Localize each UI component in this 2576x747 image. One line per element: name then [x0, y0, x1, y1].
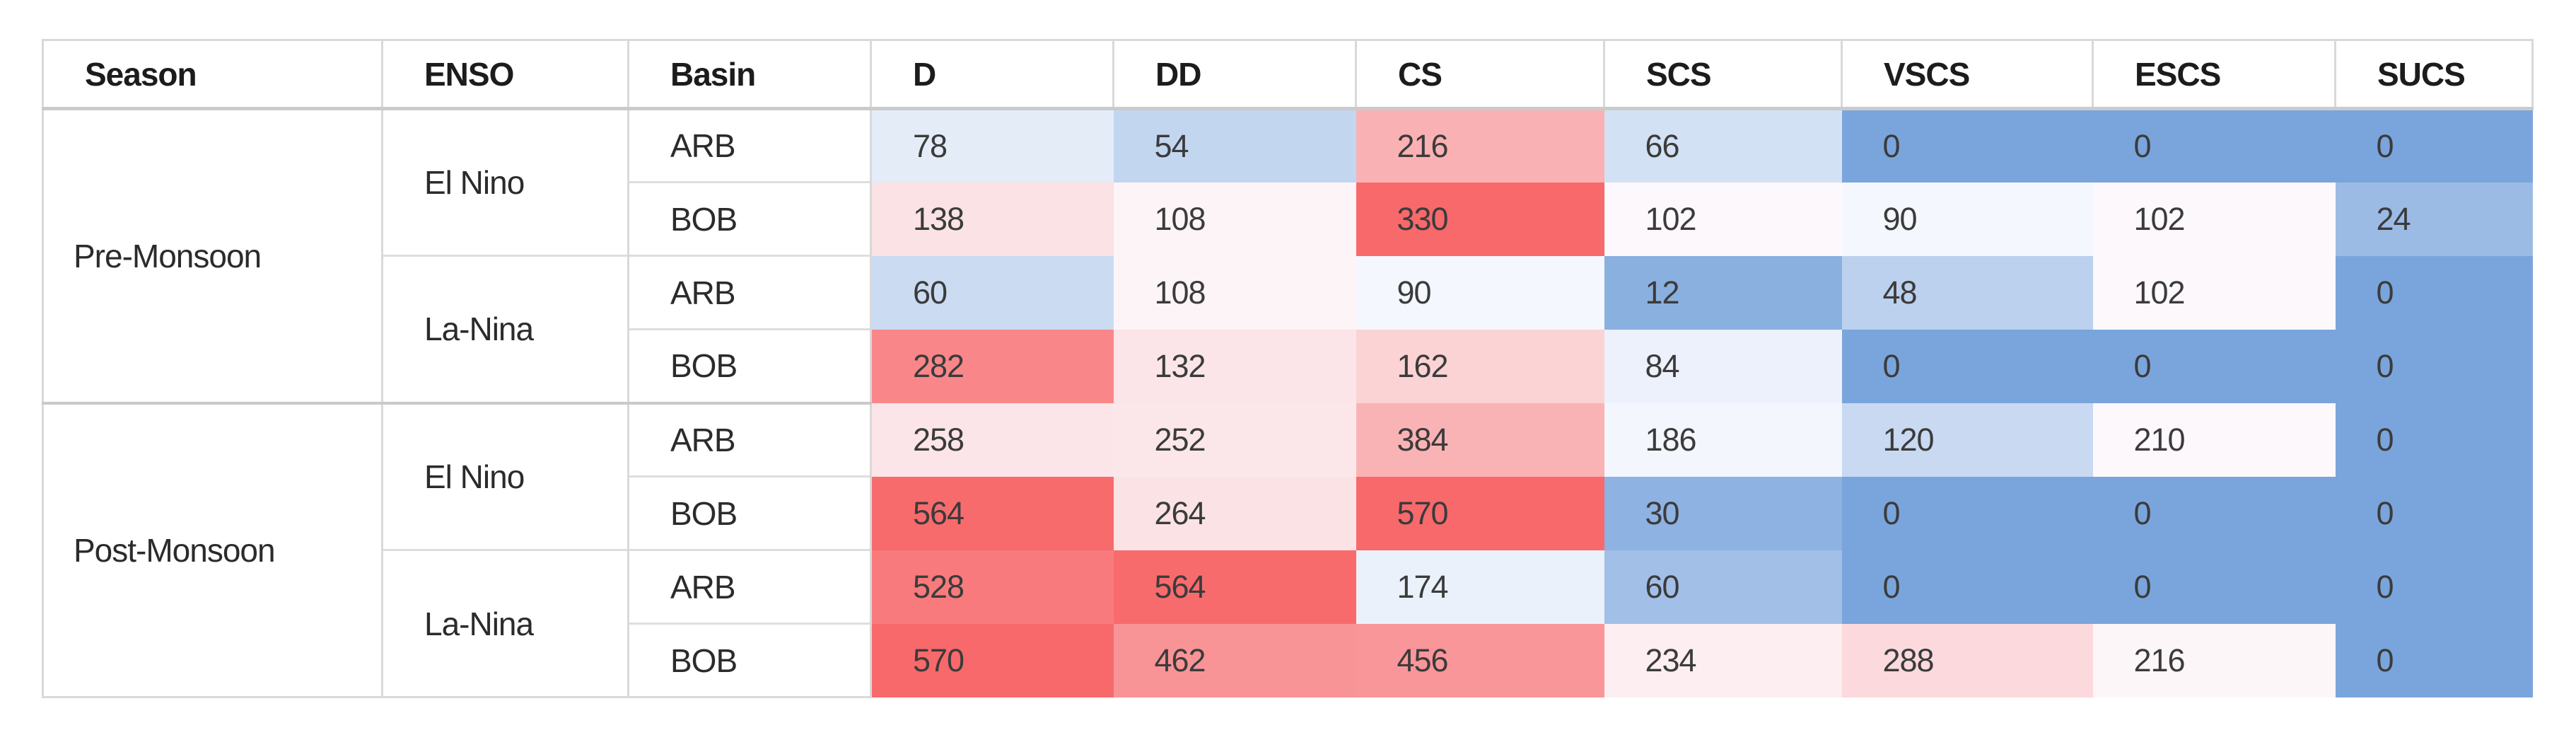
col-header-escs: ESCS — [2092, 39, 2336, 110]
heat-cell: 30 — [1604, 476, 1842, 550]
heat-cell: 288 — [1841, 623, 2093, 697]
heat-cell: 264 — [1113, 476, 1356, 550]
heat-cell: 0 — [1841, 108, 2093, 183]
heat-cell: 252 — [1113, 403, 1356, 477]
heat-cell: 60 — [870, 255, 1114, 330]
table-row: Post-Monsoon El Nino ARB 258 252 384 186 120 210… — [42, 401, 2533, 698]
cyclone-heatmap-table: Season ENSO Basin D DD CS SCS VSCS ESCS … — [42, 39, 2534, 698]
table-row: Pre-Monsoon El Nino ARB 78 54 216 66 0 0 0 — [42, 108, 2533, 403]
heat-cell: 0 — [1841, 329, 2093, 403]
basin-cell: BOB — [628, 475, 872, 550]
heat-cell: 0 — [1841, 476, 2093, 550]
heat-cell: 456 — [1356, 623, 1604, 697]
basin-cell: ARB — [628, 108, 872, 183]
heat-cell: 132 — [1113, 329, 1356, 403]
cyclone-heatmap-region: Season ENSO Basin D DD CS SCS VSCS ESCS … — [42, 39, 2534, 698]
heat-cell: 48 — [1841, 255, 2093, 330]
heat-cell: 570 — [870, 623, 1114, 697]
heat-cell: 108 — [1113, 255, 1356, 330]
heat-cell: 564 — [1113, 550, 1356, 624]
heat-cell: 78 — [870, 108, 1114, 183]
col-header-season: Season — [42, 39, 383, 110]
heat-cell: 0 — [2335, 623, 2533, 697]
heat-cell: 102 — [2092, 255, 2336, 330]
heat-cell: 138 — [870, 182, 1114, 256]
heat-cell: 258 — [870, 403, 1114, 477]
heat-cell: 234 — [1604, 623, 1842, 697]
table-row: La-Nina ARB 528 564 174 60 0 0 0 — [43, 549, 2533, 698]
heat-cell: 66 — [1604, 108, 1842, 183]
table-body: Pre-Monsoon El Nino ARB 78 54 216 66 0 0 0 BOB 138 1… — [42, 108, 2533, 698]
heat-cell: 54 — [1113, 108, 1356, 183]
heat-cell: 0 — [2335, 108, 2533, 183]
heat-cell: 0 — [2335, 476, 2533, 550]
col-header-dd: DD — [1113, 39, 1357, 110]
heat-cell: 528 — [870, 550, 1114, 624]
col-header-d: D — [870, 39, 1114, 110]
heat-cell: 102 — [1604, 182, 1842, 256]
heat-cell: 0 — [2335, 550, 2533, 624]
heat-cell: 0 — [2092, 476, 2336, 550]
enso-cell: La-Nina — [382, 549, 629, 698]
heat-cell: 102 — [2092, 182, 2336, 256]
heat-cell: 564 — [870, 476, 1114, 550]
heat-cell: 24 — [2335, 182, 2533, 256]
basin-cell: BOB — [628, 328, 872, 403]
heat-cell: 0 — [2092, 550, 2336, 624]
table-header-row: Season ENSO Basin D DD CS SCS VSCS ESCS … — [42, 39, 2534, 110]
heat-cell: 0 — [1841, 550, 2093, 624]
heat-cell: 330 — [1356, 182, 1604, 256]
table-row: BOB 570 462 456 234 288 216 0 — [43, 622, 2533, 698]
heat-cell: 84 — [1604, 329, 1842, 403]
heat-cell: 60 — [1604, 550, 1842, 624]
table-row: La-Nina ARB 60 108 90 12 48 102 0 — [43, 255, 2533, 403]
basin-cell: ARB — [628, 255, 872, 330]
heat-cell: 462 — [1113, 623, 1356, 697]
heat-cell: 0 — [2335, 255, 2533, 330]
col-header-sucs: SUCS — [2335, 39, 2534, 110]
heat-cell: 216 — [2092, 623, 2336, 697]
heat-cell: 570 — [1356, 476, 1604, 550]
heat-cell: 282 — [870, 329, 1114, 403]
enso-cell: El Nino — [382, 401, 629, 550]
heat-cell: 174 — [1356, 550, 1604, 624]
heat-cell: 90 — [1356, 255, 1604, 330]
season-cell: Post-Monsoon — [42, 401, 383, 698]
heat-cell: 384 — [1356, 403, 1604, 477]
table-row: BOB 282 132 162 84 0 0 0 — [43, 328, 2533, 403]
col-header-cs: CS — [1356, 39, 1605, 110]
heat-cell: 162 — [1356, 329, 1604, 403]
col-header-scs: SCS — [1604, 39, 1843, 110]
basin-cell: BOB — [628, 622, 872, 698]
table-row: BOB 138 108 330 102 90 102 24 — [43, 181, 2533, 256]
basin-cell: ARB — [628, 401, 872, 477]
table-row: BOB 564 264 570 30 0 0 0 — [43, 475, 2533, 550]
enso-cell: La-Nina — [382, 255, 629, 403]
col-header-basin: Basin — [628, 39, 872, 110]
heat-cell: 210 — [2092, 403, 2336, 477]
heat-cell: 0 — [2092, 108, 2336, 183]
heat-cell: 90 — [1841, 182, 2093, 256]
heat-cell: 0 — [2092, 329, 2336, 403]
season-cell: Pre-Monsoon — [42, 108, 383, 403]
heat-cell: 0 — [2335, 403, 2533, 477]
basin-cell: ARB — [628, 549, 872, 624]
heat-cell: 120 — [1841, 403, 2093, 477]
col-header-vscs: VSCS — [1841, 39, 2094, 110]
heat-cell: 216 — [1356, 108, 1604, 183]
heat-cell: 0 — [2335, 329, 2533, 403]
col-header-enso: ENSO — [382, 39, 629, 110]
heat-cell: 108 — [1113, 182, 1356, 256]
heat-cell: 12 — [1604, 255, 1842, 330]
heat-cell: 186 — [1604, 403, 1842, 477]
enso-cell: El Nino — [382, 108, 629, 256]
basin-cell: BOB — [628, 181, 872, 256]
